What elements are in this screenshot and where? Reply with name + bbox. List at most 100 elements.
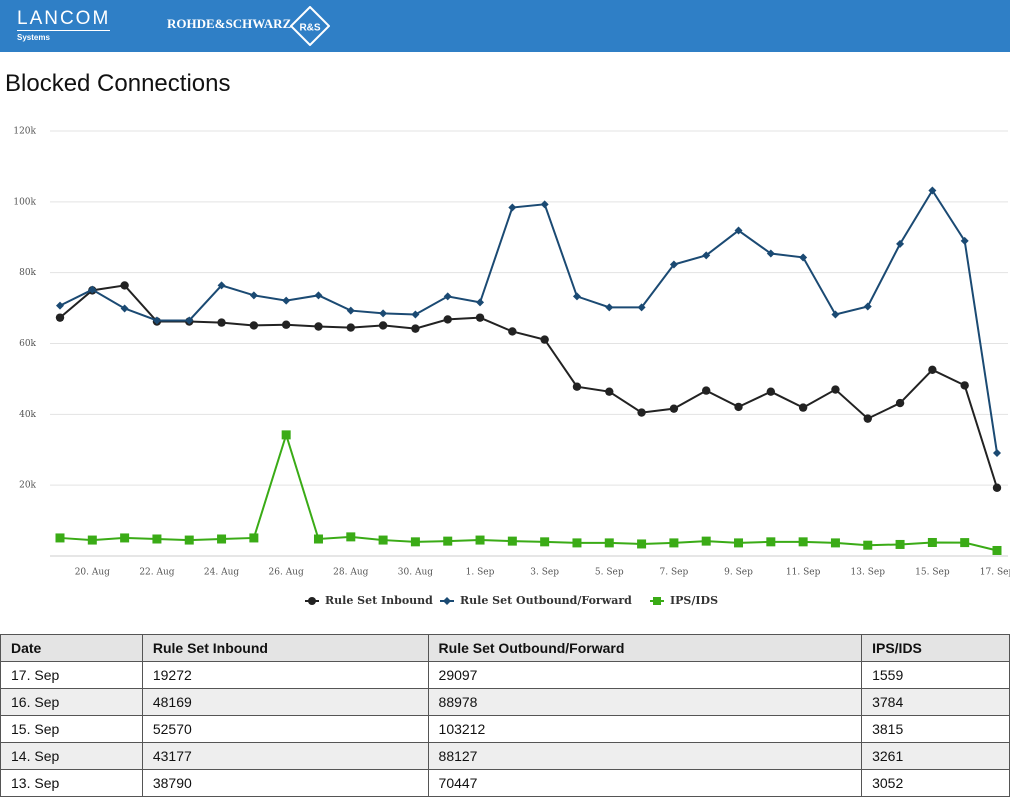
x-tick-label: 9. Sep — [724, 568, 753, 578]
data-point — [637, 303, 646, 312]
data-point — [637, 539, 647, 549]
data-point — [55, 533, 65, 543]
data-point — [895, 539, 905, 549]
logo-text: R&S — [299, 23, 320, 34]
y-tick-label: 60k — [19, 339, 36, 349]
y-tick-label: 20k — [19, 481, 36, 491]
data-point — [281, 430, 291, 440]
x-tick-label: 20. Aug — [75, 568, 110, 578]
data-point — [669, 538, 679, 548]
data-point — [702, 251, 711, 260]
data-point — [476, 298, 485, 307]
data-point — [313, 534, 323, 544]
data-point — [475, 535, 485, 545]
partner: ROHDE&SCHWARZ — [167, 16, 292, 31]
data-point — [314, 322, 323, 331]
x-tick-label: 28. Aug — [333, 568, 368, 578]
data-point — [637, 408, 646, 417]
data-point — [572, 382, 582, 391]
data-point — [507, 536, 517, 546]
legend-label: Rule Set Outbound/Forward — [460, 594, 632, 607]
data-point — [314, 291, 323, 300]
table-cell: 3815 — [861, 715, 1010, 743]
table-row: 16. Sep 48169 88978 3784 — [0, 688, 1010, 716]
table-row: 14. Sep 43177 88127 3261 — [0, 742, 1010, 770]
x-tick-label: 3. Sep — [530, 568, 559, 578]
data-point — [540, 335, 549, 344]
brand-sub: Systems — [17, 33, 50, 42]
data-point — [960, 381, 969, 390]
data-point — [55, 313, 65, 322]
data-point — [830, 538, 840, 548]
data-point — [927, 537, 937, 547]
data-point — [863, 302, 872, 311]
page-title: Blocked Connections — [5, 70, 231, 97]
data-point — [217, 534, 227, 544]
data-point — [540, 200, 549, 209]
data-point — [378, 535, 388, 545]
column-header: Rule Set Inbound — [141, 634, 429, 662]
data-point — [701, 536, 711, 546]
data-point — [56, 301, 64, 310]
data-point — [410, 537, 420, 547]
header: LANCOM Systems ROHDE&SCHWARZ R&S — [0, 0, 1010, 52]
series-line — [59, 188, 998, 454]
data-point — [669, 404, 679, 413]
x-tick-label: 26. Aug — [269, 568, 304, 578]
table-cell: 17. Sep — [0, 661, 143, 689]
x-tick-label: 22. Aug — [139, 568, 174, 578]
data-point — [605, 387, 614, 396]
data-point — [443, 315, 452, 324]
y-tick-label: 120k — [13, 127, 36, 137]
data-point — [896, 239, 905, 248]
table-cell: 16. Sep — [0, 688, 143, 716]
column-header: IPS/IDS — [861, 634, 1010, 662]
legend-marker — [308, 597, 316, 605]
data-point — [734, 402, 743, 412]
data-point — [346, 532, 356, 542]
table-cell: 19272 — [141, 661, 429, 689]
data-point — [960, 538, 970, 548]
data-point — [831, 385, 840, 394]
data-point — [734, 226, 743, 235]
series-line — [59, 431, 998, 552]
data-point — [993, 448, 1001, 457]
table-cell: 70447 — [427, 769, 863, 797]
table-cell: 43177 — [141, 742, 429, 770]
data-point — [766, 249, 775, 258]
data-point — [702, 386, 711, 395]
data-point — [346, 306, 355, 315]
data-point — [928, 186, 937, 195]
data-point — [443, 292, 452, 301]
x-tick-label: 5. Sep — [595, 568, 624, 578]
table-cell: 38790 — [141, 769, 429, 797]
column-header: Rule Set Outbound/Forward — [427, 634, 863, 662]
data-point — [379, 309, 388, 318]
data-point — [508, 327, 517, 336]
data-point — [120, 304, 129, 313]
data-point — [992, 545, 1002, 555]
table-cell: 48169 — [141, 688, 429, 716]
data-point — [249, 291, 258, 300]
data-point — [572, 538, 582, 548]
table-cell: 14. Sep — [0, 742, 143, 770]
data-point — [863, 414, 872, 423]
x-tick-label: 24. Aug — [204, 568, 239, 578]
table-cell: 29097 — [427, 661, 863, 689]
data-point — [766, 387, 776, 396]
table-cell: 13. Sep — [0, 769, 143, 797]
table-row: 17. Sep 19272 29097 1559 — [0, 661, 1010, 689]
data-table: Date Rule Set Inbound Rule Set Outbound/Fo… — [0, 634, 1010, 797]
table-cell: 103212 — [427, 715, 863, 743]
data-point — [249, 321, 259, 330]
y-tick-label: 80k — [19, 268, 36, 278]
data-point — [443, 536, 453, 546]
table-cell: 52570 — [141, 715, 429, 743]
x-tick-label: 17. Sep — [980, 568, 1010, 578]
table-cell: 88978 — [427, 688, 863, 716]
data-point — [928, 365, 937, 375]
data-point — [604, 538, 614, 548]
table-cell: 3052 — [861, 769, 1010, 797]
table-cell: 3261 — [861, 742, 1010, 770]
